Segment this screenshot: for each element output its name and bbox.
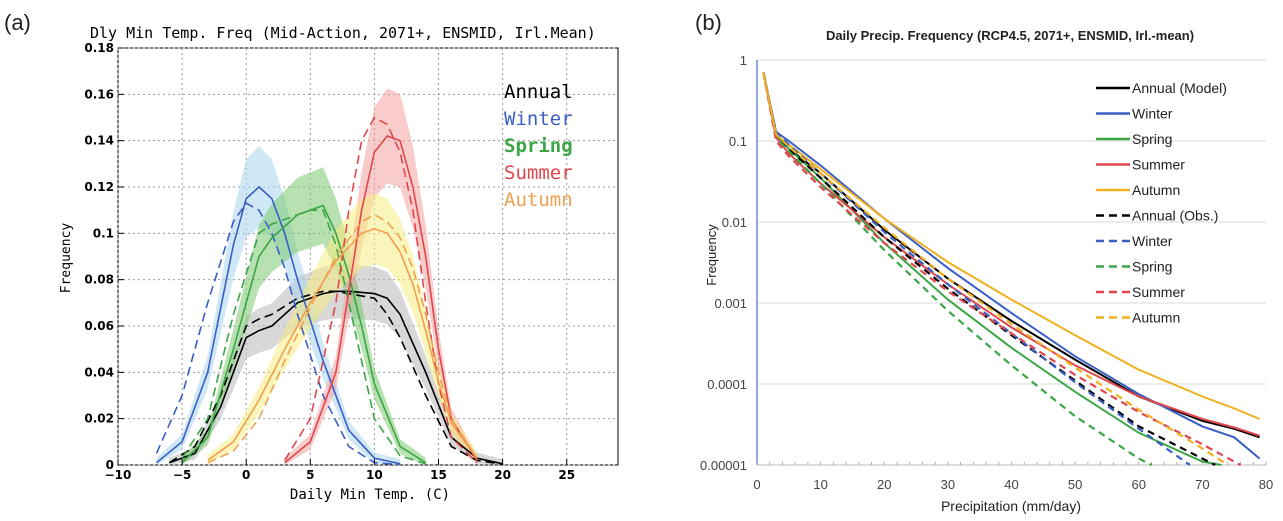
- x-tick-label: 20: [877, 477, 891, 492]
- y-tick-label: 0.00001: [700, 458, 747, 473]
- legend-summer: Summer: [504, 162, 573, 184]
- band-annual: [169, 264, 503, 465]
- x-tick-label: 10: [813, 477, 827, 492]
- x-tick-label: 10: [366, 468, 383, 482]
- legend-autumn: Autumn: [1132, 310, 1180, 326]
- panel-b-x-axis-label: Precipitation (mm/day): [941, 498, 1081, 514]
- x-tick-label: −10: [105, 468, 132, 482]
- panel-a-title: Dly Min Temp. Freq (Mid-Action, 2071+, E…: [90, 24, 596, 42]
- y-tick-label: 0.1: [729, 134, 747, 149]
- y-tick-label: 0.14: [84, 134, 114, 148]
- panel-a-ticks: −10 −5 0 5 10 15 20 25 0 0.02 0.04 0.06 0.08 0.1 0.12 0…: [84, 41, 575, 482]
- x-tick-label: 15: [430, 468, 447, 482]
- x-tick-label: 20: [494, 468, 511, 482]
- panel-a-x-axis-label: Daily Min Temp. (C): [290, 487, 450, 503]
- legend-annual-obs: Annual (Obs.): [1132, 208, 1218, 224]
- panel-b-y-axis-label: Frequency: [704, 224, 719, 286]
- panel-a-y-axis-label: Frequency: [59, 223, 74, 294]
- y-tick-label: 0.1: [93, 226, 114, 240]
- panel-a-label: (a): [4, 10, 31, 35]
- panel-a-lines: [155, 116, 503, 466]
- x-tick-label: 70: [1195, 477, 1209, 492]
- line-winter: [762, 72, 1261, 460]
- line-autumn: [762, 72, 1260, 420]
- y-tick-label: 1: [740, 53, 747, 68]
- y-tick-label: 0.01: [722, 215, 747, 230]
- y-tick-label: 0.16: [84, 87, 114, 101]
- x-tick-label: −5: [173, 468, 191, 482]
- band-spring: [182, 167, 426, 465]
- x-tick-label: 0: [242, 468, 250, 482]
- y-tick-label: 0.02: [84, 412, 114, 426]
- dashed-line-autumn: [207, 213, 478, 464]
- legend-autumn: Autumn: [504, 189, 573, 211]
- y-tick-label: 0.001: [714, 296, 747, 311]
- x-tick-label: 80: [1259, 477, 1273, 492]
- legend-summer: Summer: [1132, 157, 1185, 173]
- band-summer: [284, 88, 477, 465]
- x-tick-label: 5: [306, 468, 314, 482]
- y-tick-label: 0.04: [84, 365, 114, 379]
- panel-b-lines: [762, 72, 1261, 466]
- y-tick-label: 0: [106, 458, 114, 472]
- panel-b-label: (b): [695, 10, 722, 35]
- line-annual-model: [762, 72, 1260, 439]
- legend-summer: Summer: [1132, 284, 1185, 300]
- legend-annual: Annual: [504, 81, 573, 103]
- dashed-line-autumn: [762, 72, 1229, 466]
- legend-spring: Spring: [1132, 259, 1172, 275]
- legend-autumn: Autumn: [1132, 182, 1180, 198]
- y-tick-label: 0.12: [84, 180, 114, 194]
- line-summer: [762, 72, 1260, 437]
- panel-b-legend: Annual (Model) Winter Spring Summer Autumn An…: [1096, 80, 1227, 326]
- x-tick-label: 25: [558, 468, 575, 482]
- x-tick-label: 0: [753, 477, 760, 492]
- panel-b-title: Daily Precip. Frequency (RCP4.5, 2071+, …: [826, 28, 1194, 43]
- x-tick-label: 60: [1132, 477, 1146, 492]
- panel-a: (a) Dly Min Temp. Freq (Mid-Action, 2071…: [4, 10, 619, 503]
- y-tick-label: 0.0001: [707, 377, 747, 392]
- panel-a-legend: Annual Winter Spring Summer Autumn: [504, 81, 573, 211]
- dashed-line-winter: [155, 202, 401, 466]
- dashed-line-spring: [762, 72, 1152, 466]
- legend-annual-model: Annual (Model): [1132, 80, 1227, 96]
- y-tick-label: 0.18: [84, 41, 114, 55]
- legend-winter: Winter: [504, 108, 573, 130]
- y-tick-label: 0.08: [84, 273, 114, 287]
- y-tick-label: 0.06: [84, 319, 114, 333]
- panel-b-grid: [756, 59, 1267, 466]
- dashed-line-winter: [762, 72, 1191, 466]
- legend-spring: Spring: [1132, 131, 1172, 147]
- panel-b: (b) Daily Precip. Frequency (RCP4.5, 207…: [695, 10, 1273, 514]
- legend-spring: Spring: [504, 135, 573, 157]
- x-tick-label: 30: [941, 477, 955, 492]
- legend-winter: Winter: [1132, 106, 1173, 122]
- x-tick-label: 40: [1004, 477, 1018, 492]
- legend-winter: Winter: [1132, 233, 1173, 249]
- x-tick-label: 50: [1068, 477, 1082, 492]
